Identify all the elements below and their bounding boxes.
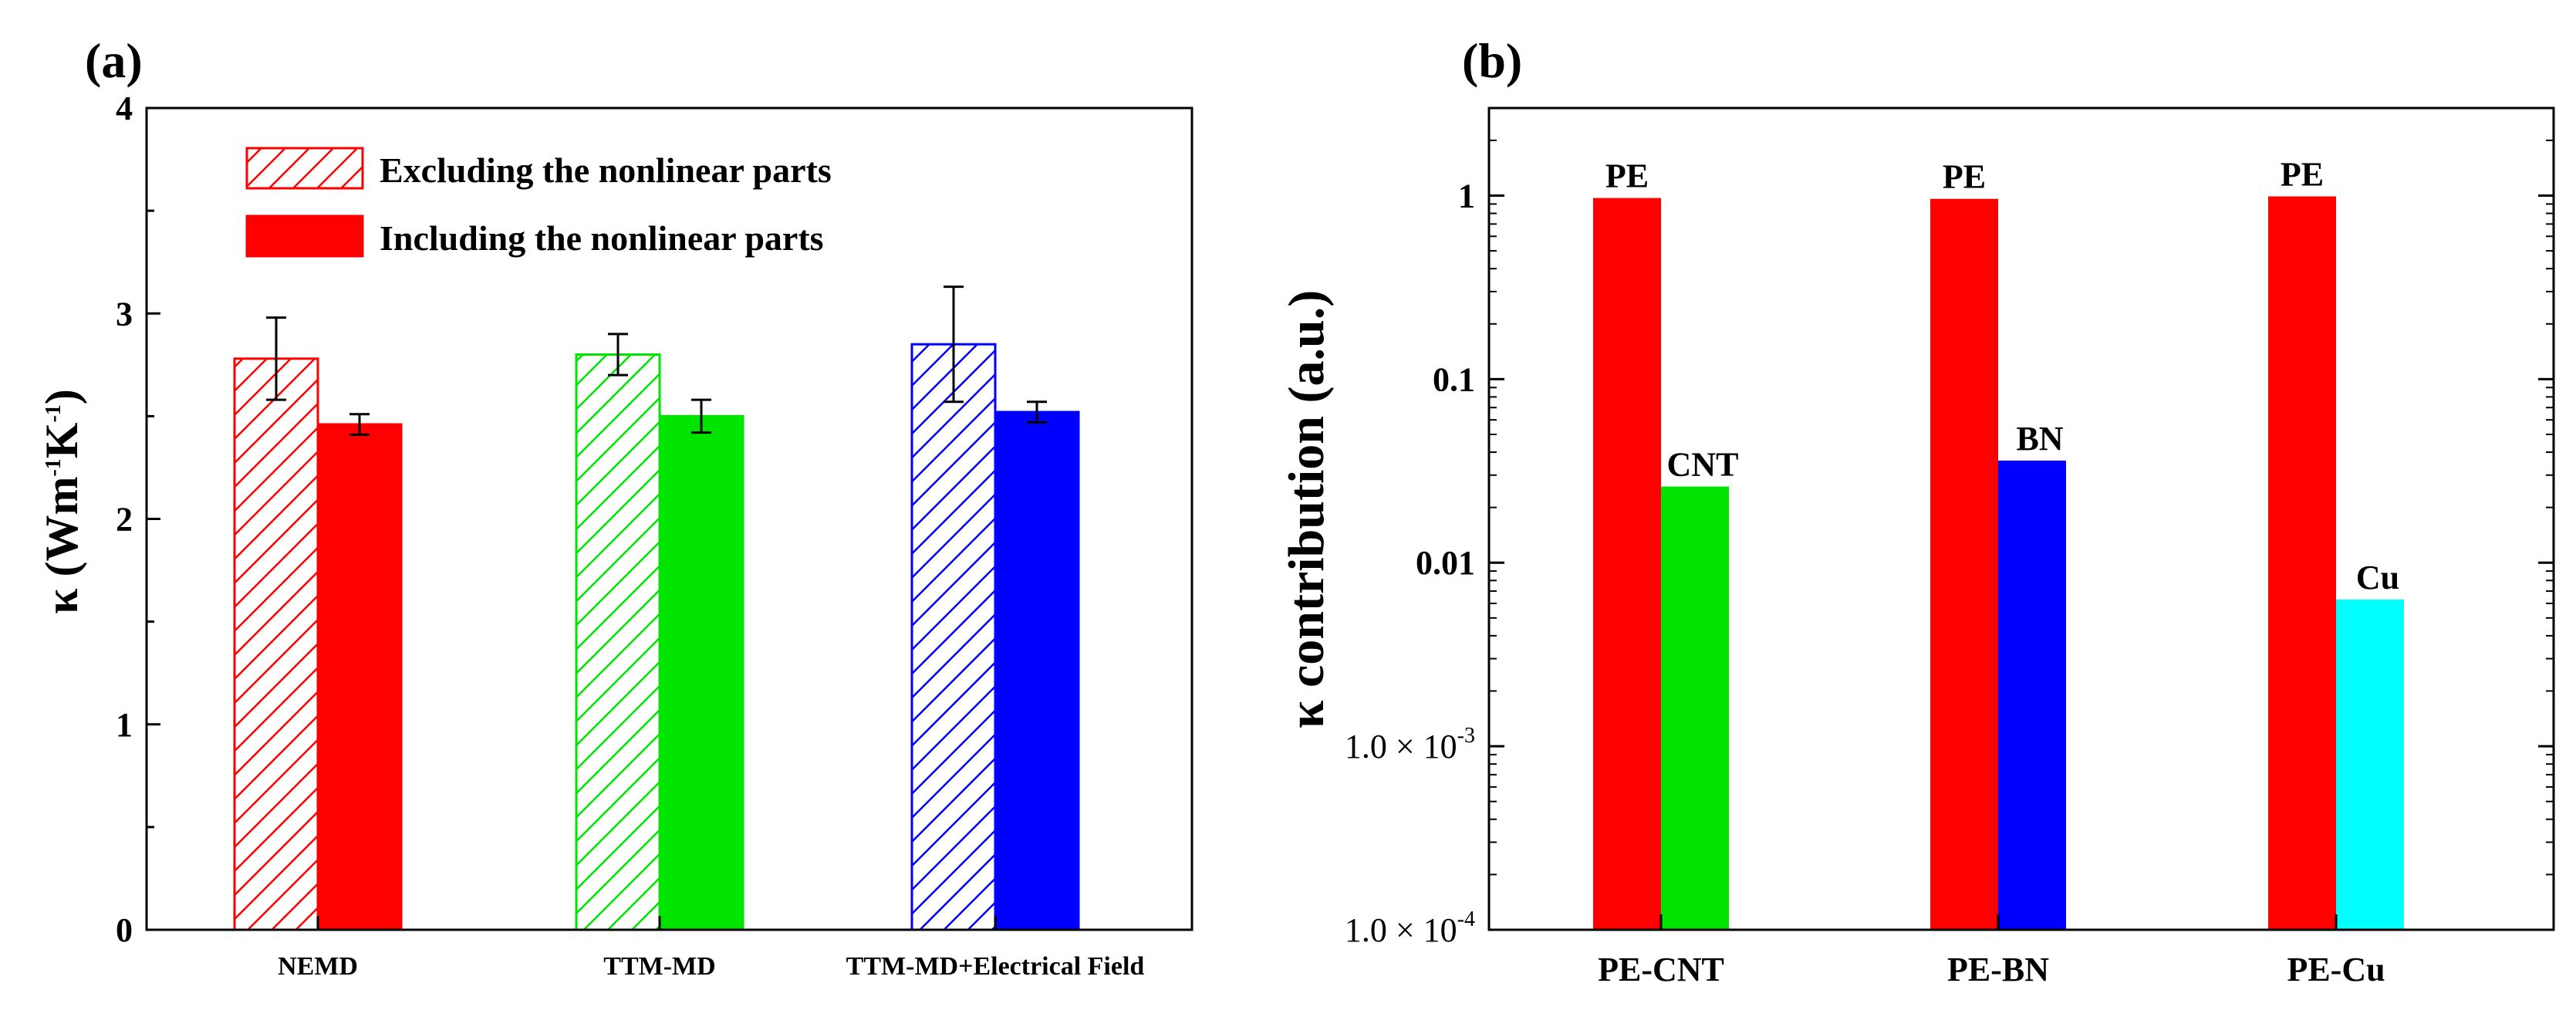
panel-b-label: (b): [1462, 33, 1522, 88]
panel-b-bar-label: CNT: [1667, 446, 1739, 484]
panel-b-bar-label: PE: [2281, 156, 2324, 194]
panel-a: (a) κ (Wm-1K-1) 0 1 2 3 4 NEMD TTM-MD TTM-MD+E…: [36, 33, 1193, 981]
panel-b: (b) κ contribution (a.u.) PECNTPEBNPECu …: [1278, 33, 2555, 988]
panel-a-x-tick-label: NEMD: [278, 952, 358, 981]
panel-a-bar-excluding-2: [910, 343, 997, 931]
panel-b-y-tick-label: 1.0 × 10-4: [1345, 907, 1475, 949]
panel-a-x-tick-label: TTM-MD: [603, 952, 715, 981]
panel-b-bar-cu-2: [2336, 599, 2404, 930]
panel-a-label: (a): [85, 33, 143, 88]
panel-a-y-tick-label: 2: [116, 501, 133, 539]
panel-a-legend: Excluding the nonlinear parts Including t…: [245, 147, 832, 258]
panel-a-bar-excluding-0: [233, 357, 319, 931]
panel-b-bar-label: PE: [1943, 158, 1986, 196]
panel-b-y-tick-label: 1: [1458, 177, 1475, 215]
panel-b-y-tick-label: 1.0 × 10-3: [1345, 724, 1475, 765]
panel-b-bar-pe-2: [2268, 196, 2336, 931]
legend-label: Excluding the nonlinear parts: [380, 150, 832, 190]
panel-b-bar-cnt-0: [1661, 486, 1729, 930]
panel-a-y-tick-label: 0: [116, 911, 133, 949]
panel-a-y-tick-label: 1: [116, 706, 133, 744]
panel-a-bar-including-2: [994, 410, 1080, 931]
panel-b-bar-pe-0: [1593, 198, 1661, 930]
panel-b-bar-label: PE: [1605, 157, 1649, 195]
panel-b-x-tick-label: PE-CNT: [1598, 951, 1724, 988]
panel-a-x-tick-label: TTM-MD+Electrical Field: [846, 952, 1145, 981]
panel-a-bar-including-0: [316, 423, 403, 931]
panel-a-y-axis-title: κ (Wm-1K-1): [36, 389, 87, 614]
panel-b-x-tick-label: PE-BN: [1947, 951, 2049, 988]
panel-a-bar-excluding-1: [575, 353, 661, 931]
legend-swatch-including: [245, 215, 364, 258]
panel-a-y-tick-label: 4: [116, 90, 133, 127]
panel-b-x-tick-label: PE-Cu: [2287, 951, 2385, 988]
legend-swatch-excluding: [245, 147, 364, 190]
panel-b-plot-frame: [1487, 106, 2555, 931]
panel-b-bar-pe-1: [1930, 198, 1998, 930]
panel-b-bar-label: Cu: [2356, 559, 2399, 596]
panel-b-bar-label: BN: [2016, 420, 2063, 458]
legend-label: Including the nonlinear parts: [380, 218, 824, 258]
panel-b-bar-bn-1: [1998, 460, 2066, 930]
panel-a-bar-including-1: [658, 414, 744, 931]
panel-b-y-tick-label: 0.1: [1433, 360, 1475, 398]
panel-a-y-tick-label: 3: [116, 295, 133, 333]
panel-b-y-tick-label: 0.01: [1416, 544, 1475, 582]
panel-b-y-axis-title: κ contribution (a.u.): [1278, 290, 1335, 728]
